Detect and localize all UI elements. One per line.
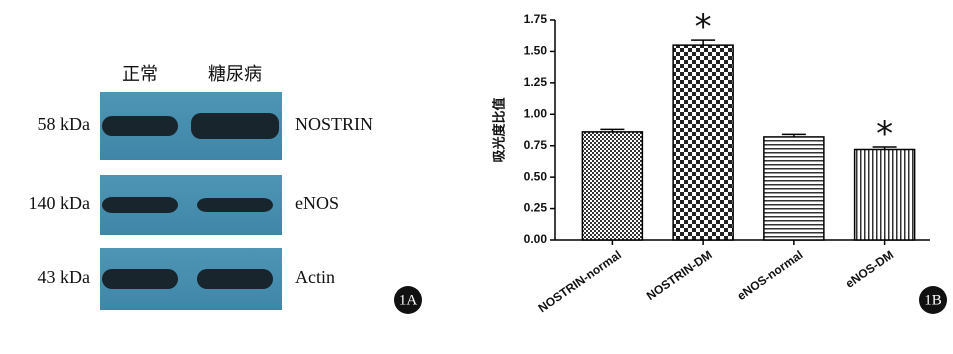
band <box>102 269 178 289</box>
protein-label: Actin <box>295 267 335 287</box>
band <box>197 198 273 212</box>
y-tick-label: 0.25 <box>524 201 548 215</box>
y-tick-label: 1.75 <box>524 12 548 26</box>
bar <box>582 132 642 240</box>
western-blot: 正常 糖尿病 58 kDa NOSTRIN 140 kDa eNOS 43 kDa Actin… <box>29 64 423 314</box>
bar <box>673 45 733 240</box>
significance-mark: * <box>876 114 893 154</box>
x-tick-label: eNOS-DM <box>843 248 896 291</box>
band <box>102 116 178 136</box>
protein-label: NOSTRIN <box>295 114 373 134</box>
page: 正常 糖尿病 58 kDa NOSTRIN 140 kDa eNOS 43 kDa Actin… <box>0 0 953 354</box>
panel-label: 1B <box>924 292 942 308</box>
y-tick-label: 1.50 <box>524 44 548 58</box>
bar <box>764 137 824 240</box>
lane-label: 糖尿病 <box>208 64 262 84</box>
lane-label: 正常 <box>122 64 158 84</box>
y-tick-label: 0.50 <box>524 169 548 183</box>
y-tick-label: 1.00 <box>524 106 548 120</box>
significance-mark: * <box>695 7 712 47</box>
panel-label: 1A <box>399 292 418 308</box>
size-label: 58 kDa <box>38 114 91 134</box>
x-tick-label: NOSTRIN-DM <box>644 248 715 303</box>
band <box>197 269 273 289</box>
band <box>191 113 279 139</box>
bar <box>855 149 915 240</box>
band <box>102 197 178 213</box>
size-label: 140 kDa <box>29 193 91 213</box>
figure: 正常 糖尿病 58 kDa NOSTRIN 140 kDa eNOS 43 kDa Actin… <box>0 0 953 354</box>
size-label: 43 kDa <box>38 267 91 287</box>
y-tick-label: 1.25 <box>524 75 548 89</box>
y-tick-label: 0.00 <box>524 232 548 246</box>
x-tick-label: eNOS-normal <box>735 248 806 303</box>
y-axis-label: 吸光度比值 <box>491 97 506 162</box>
y-tick-label: 0.75 <box>524 138 548 152</box>
bar-chart: 0.00 0.25 0.50 0.75 1.00 1.25 1.50 1.75 吸光度比值 NOS… <box>491 7 947 315</box>
protein-label: eNOS <box>295 193 339 213</box>
x-tick-label: NOSTRIN-normal <box>536 248 624 316</box>
